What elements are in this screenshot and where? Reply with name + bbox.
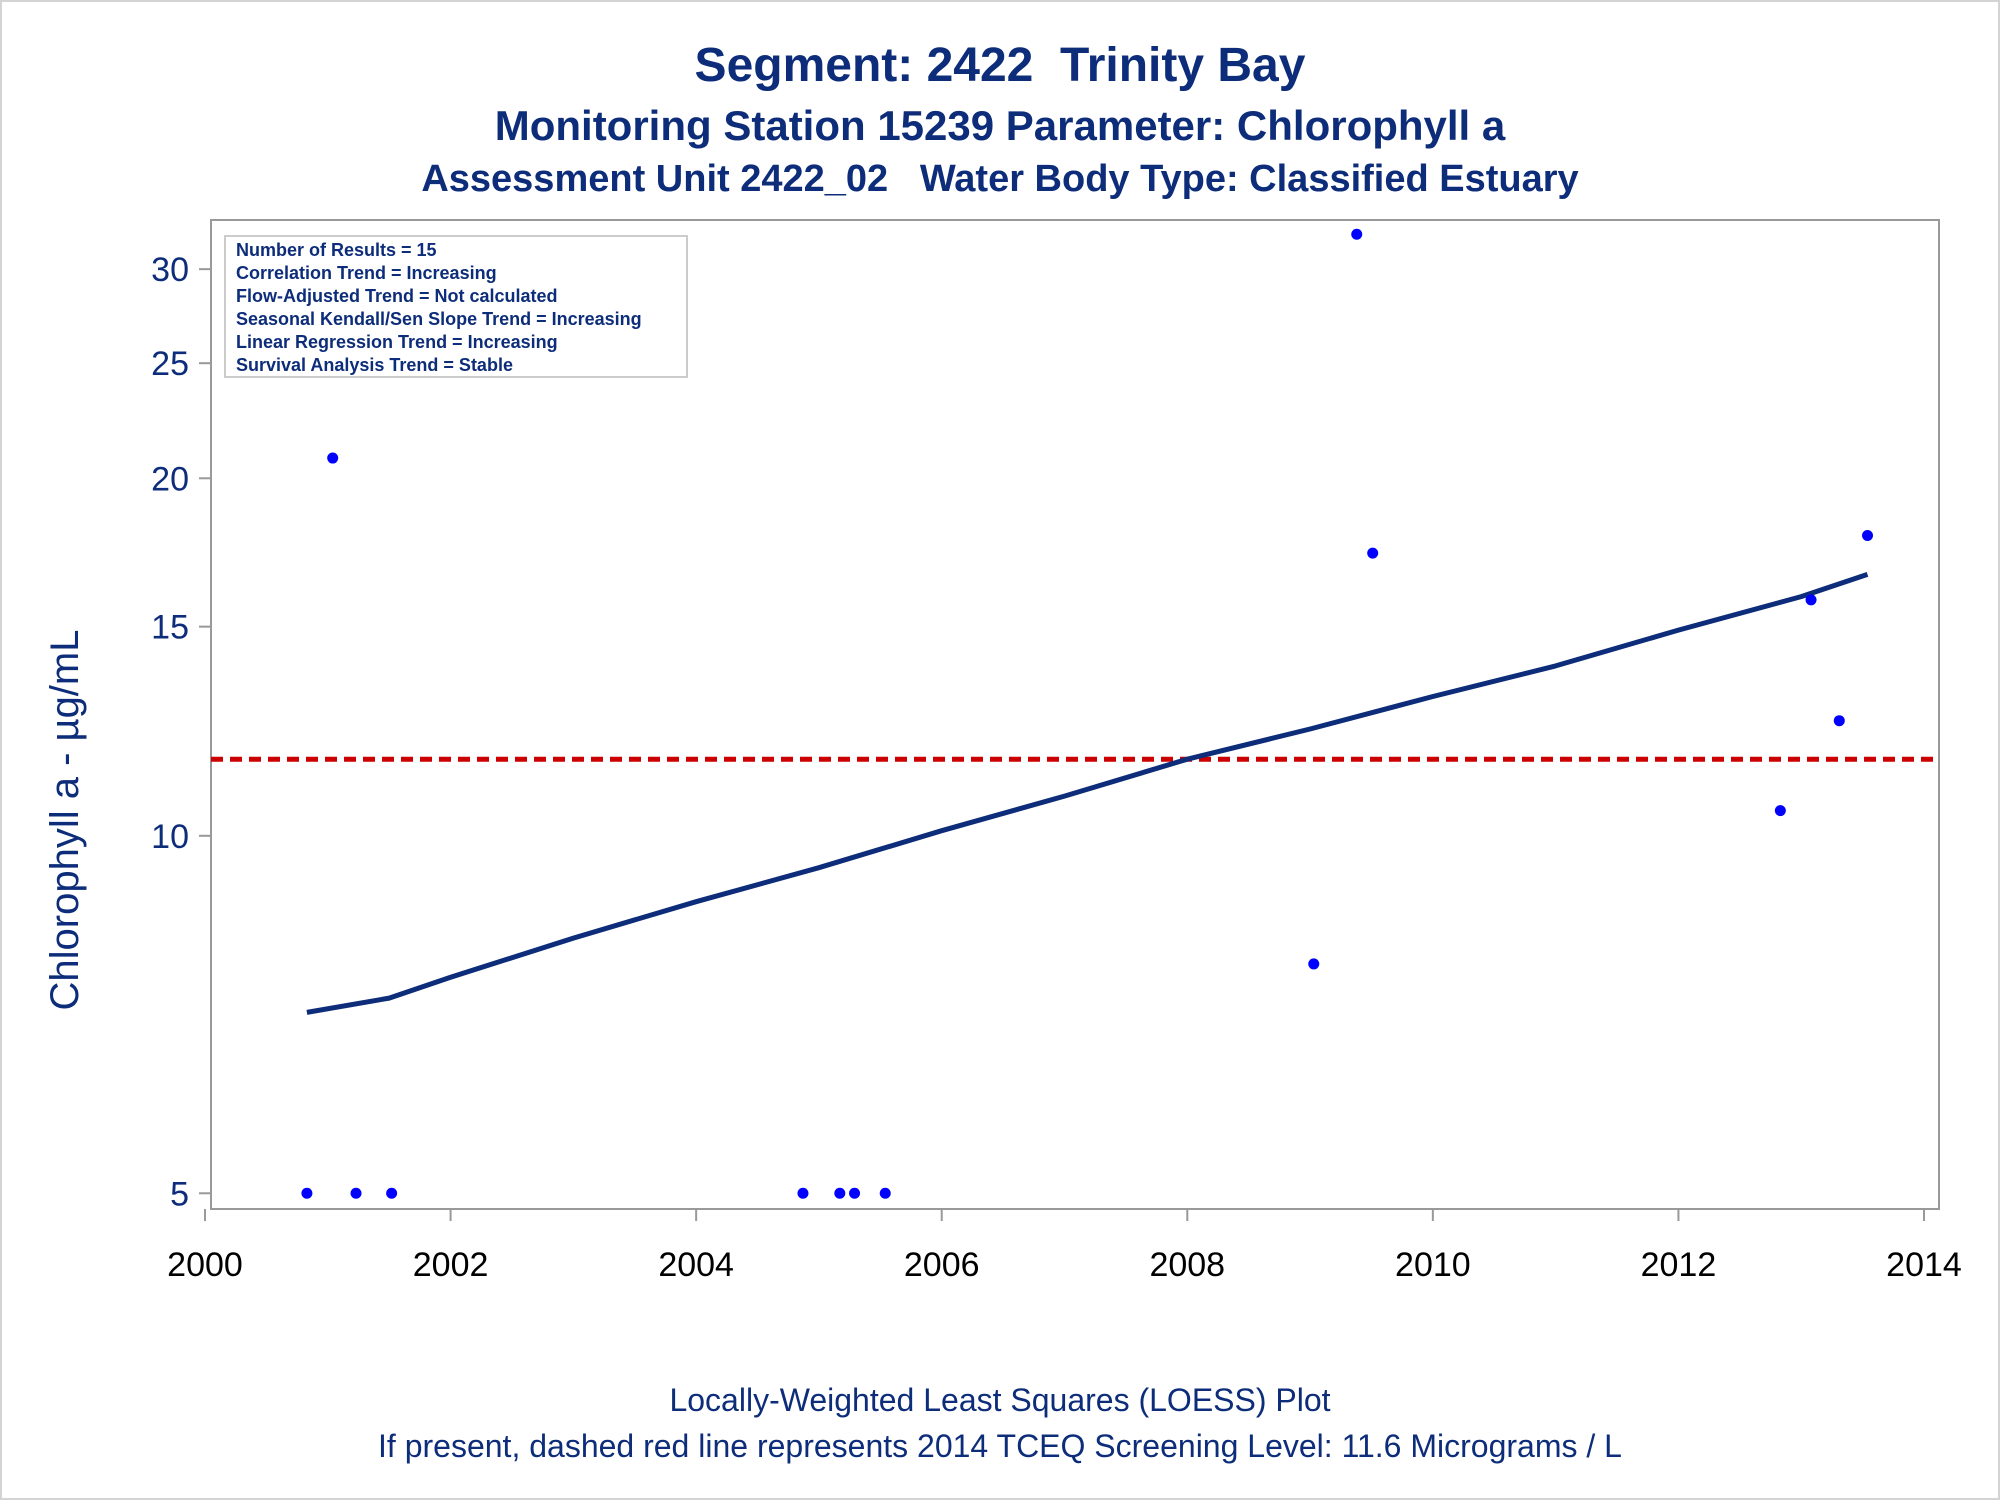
y-tick-label: 25	[151, 345, 189, 383]
y-tick-label: 10	[151, 818, 189, 856]
y-tick-label: 5	[170, 1175, 189, 1213]
y-tick-label: 20	[151, 460, 189, 498]
stats-line: Flow-Adjusted Trend = Not calculated	[236, 286, 558, 306]
data-point	[1351, 228, 1363, 240]
x-tick-label: 2002	[413, 1246, 489, 1284]
chart-subtitle-2: Assessment Unit 2422_02 Water Body Type:…	[421, 158, 1579, 200]
data-point	[1774, 805, 1786, 817]
x-tick-label: 2012	[1641, 1246, 1717, 1284]
data-point	[1862, 529, 1874, 541]
data-point	[1833, 715, 1845, 727]
plot-area	[210, 219, 1940, 1210]
chart-subtitle: Monitoring Station 15239 Parameter: Chlo…	[494, 102, 1506, 149]
y-tick-label: 15	[151, 609, 189, 647]
footnote-plot-type: Locally-Weighted Least Squares (LOESS) P…	[669, 1382, 1331, 1418]
stats-line: Correlation Trend = Increasing	[236, 263, 497, 283]
data-point	[1805, 594, 1817, 606]
data-point	[327, 452, 339, 464]
y-tick-label: 30	[151, 251, 189, 289]
data-point	[301, 1187, 313, 1199]
stats-box	[224, 235, 688, 378]
stats-line: Linear Regression Trend = Increasing	[236, 332, 558, 352]
x-tick-label: 2004	[658, 1246, 734, 1284]
data-point	[834, 1187, 846, 1199]
data-point	[386, 1187, 398, 1199]
stats-line: Survival Analysis Trend = Stable	[236, 355, 513, 375]
x-tick-label: 2014	[1886, 1246, 1962, 1284]
data-point	[1367, 547, 1379, 559]
x-tick-label: 2006	[904, 1246, 980, 1284]
loess-line	[306, 572, 1869, 1015]
chart-title: Segment: 2422 Trinity Bay	[694, 39, 1306, 92]
data-point	[1308, 958, 1320, 970]
x-tick-label: 2010	[1395, 1246, 1471, 1284]
data-point	[350, 1187, 362, 1199]
y-axis-label: Chlorophyll a - µg/mL	[43, 630, 87, 1011]
data-point	[879, 1187, 891, 1199]
x-tick-label: 2000	[167, 1246, 243, 1284]
stats-line: Seasonal Kendall/Sen Slope Trend = Incre…	[236, 309, 642, 329]
footnote-screening-level: If present, dashed red line represents 2…	[378, 1428, 1622, 1464]
stats-line: Number of Results = 15	[236, 240, 437, 260]
x-tick-label: 2008	[1149, 1246, 1225, 1284]
data-point	[797, 1187, 809, 1199]
data-point	[849, 1187, 861, 1199]
